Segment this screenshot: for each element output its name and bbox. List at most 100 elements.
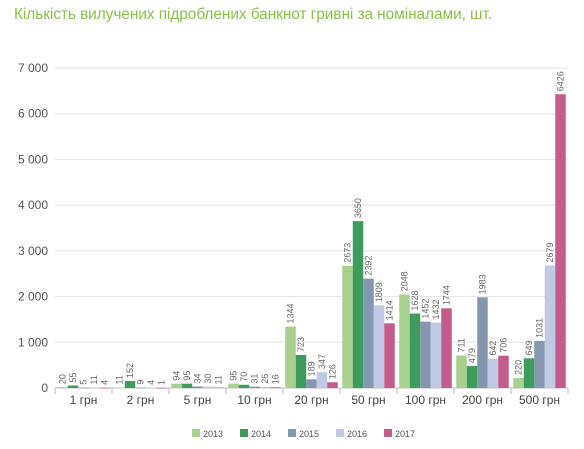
- data-label: 11: [89, 375, 99, 384]
- y-tick-label: 7 000: [18, 61, 48, 75]
- data-label: 220: [514, 360, 524, 375]
- data-label: 1744: [442, 285, 452, 305]
- x-tick-label: 20 грн: [294, 393, 328, 407]
- bar-2017-7: [498, 355, 509, 388]
- bar-2017-5: [384, 323, 395, 388]
- bar-2017-2: [213, 387, 224, 389]
- bar-2016-5: [373, 305, 385, 388]
- data-label: 5: [79, 380, 89, 385]
- legend-swatch: [192, 429, 200, 437]
- legend-label: 2014: [251, 429, 271, 439]
- legend-swatch: [240, 429, 248, 437]
- legend-label: 2016: [347, 429, 367, 439]
- data-label: 16: [271, 374, 281, 384]
- bar-2014-6: [409, 313, 421, 388]
- bar-2013-6: [399, 294, 410, 388]
- y-tick-label: 4 000: [18, 198, 48, 212]
- bar-2015-3: [249, 386, 260, 388]
- data-label: 706: [499, 338, 509, 353]
- bar-2016-3: [259, 386, 271, 388]
- y-tick-label: 2 000: [18, 290, 48, 304]
- bar-2013-7: [456, 355, 467, 388]
- data-label: 4: [146, 380, 156, 385]
- bar-2015-7: [477, 297, 488, 388]
- legend: 2013 2014 2015 2016 2017: [192, 429, 415, 439]
- x-tick-label: 200 грн: [462, 393, 503, 407]
- axes: 0 1 000 2 000 3 000 4 000 5 000 6 000 7 000 1 гр…: [18, 61, 569, 407]
- bar-2014-1: [124, 381, 136, 388]
- legend-label: 2017: [395, 429, 415, 439]
- data-label: 2048: [400, 271, 410, 291]
- bar-2013-3: [228, 383, 239, 388]
- data-label: 1344: [286, 304, 296, 324]
- data-label: 9: [136, 380, 146, 385]
- data-label: 1452: [421, 299, 431, 319]
- legend-swatch: [384, 429, 392, 437]
- bars: [57, 94, 566, 389]
- data-label: 189: [307, 361, 317, 376]
- x-tick-label: 500 грн: [519, 393, 560, 407]
- bar-2017-1: [156, 387, 167, 389]
- data-label: 55: [68, 372, 78, 382]
- bar-2013-2: [171, 383, 182, 388]
- bar-2017-4: [327, 382, 338, 388]
- x-tick-label: 5 грн: [184, 393, 212, 407]
- x-tick-label: 10 грн: [237, 393, 271, 407]
- bar-2015-5: [363, 278, 374, 388]
- data-label: 34: [193, 373, 203, 383]
- data-label: 711: [457, 338, 467, 352]
- bar-2014-7: [466, 366, 478, 388]
- bar-2016-0: [88, 387, 100, 389]
- bar-2016-7: [487, 358, 499, 388]
- data-label: 2679: [545, 243, 555, 263]
- data-label: 1628: [410, 291, 420, 311]
- bar-2014-8: [523, 358, 535, 388]
- data-label: 6426: [556, 71, 566, 91]
- bar-2015-6: [420, 321, 431, 388]
- y-tick-label: 3 000: [18, 244, 48, 258]
- data-label: 95: [182, 371, 192, 381]
- y-tick-label: 0: [41, 381, 48, 395]
- bar-2017-0: [99, 387, 110, 389]
- legend-label: 2015: [299, 429, 319, 439]
- bar-2014-4: [295, 354, 307, 388]
- bar-2017-3: [270, 387, 281, 388]
- gridlines: [55, 67, 568, 343]
- bar-2013-1: [114, 387, 125, 389]
- legend-swatch: [288, 429, 296, 437]
- data-label: 70: [239, 372, 249, 382]
- bar-2015-8: [534, 340, 545, 388]
- y-tick-label: 1 000: [18, 335, 48, 349]
- bar-2015-2: [192, 386, 203, 388]
- data-label: 649: [524, 340, 534, 355]
- data-label: 723: [296, 337, 306, 352]
- data-label: 95: [229, 371, 239, 381]
- data-label: 26: [260, 374, 270, 384]
- data-label: 4: [100, 380, 110, 385]
- data-label: 1031: [535, 318, 545, 338]
- bar-2016-6: [430, 322, 442, 388]
- bar-2015-1: [135, 387, 146, 389]
- data-label: 126: [328, 364, 338, 379]
- x-tick-label: 1 грн: [70, 393, 98, 407]
- bar-2013-0: [57, 387, 68, 388]
- chart-title: Кількість вилучених підроблених банкнот …: [14, 6, 492, 23]
- y-tick-label: 6 000: [18, 107, 48, 121]
- bar-2016-8: [544, 265, 556, 388]
- bar-2015-0: [78, 387, 89, 389]
- data-label: 2392: [364, 256, 374, 276]
- bar-2016-2: [202, 386, 214, 388]
- x-tick-label: 50 грн: [351, 393, 385, 407]
- data-label: 152: [125, 363, 135, 378]
- x-tick-label: 100 грн: [405, 393, 446, 407]
- bar-2014-5: [352, 221, 364, 388]
- data-label: 11: [115, 375, 125, 384]
- bar-2016-4: [316, 372, 328, 388]
- bar-2014-3: [238, 384, 250, 388]
- data-label: 1414: [385, 300, 395, 320]
- bar-2017-6: [441, 308, 452, 388]
- data-label: 1: [157, 380, 167, 385]
- x-tick-label: 2 грн: [127, 393, 155, 407]
- bar-2013-5: [342, 265, 353, 388]
- data-label: 1432: [431, 300, 441, 320]
